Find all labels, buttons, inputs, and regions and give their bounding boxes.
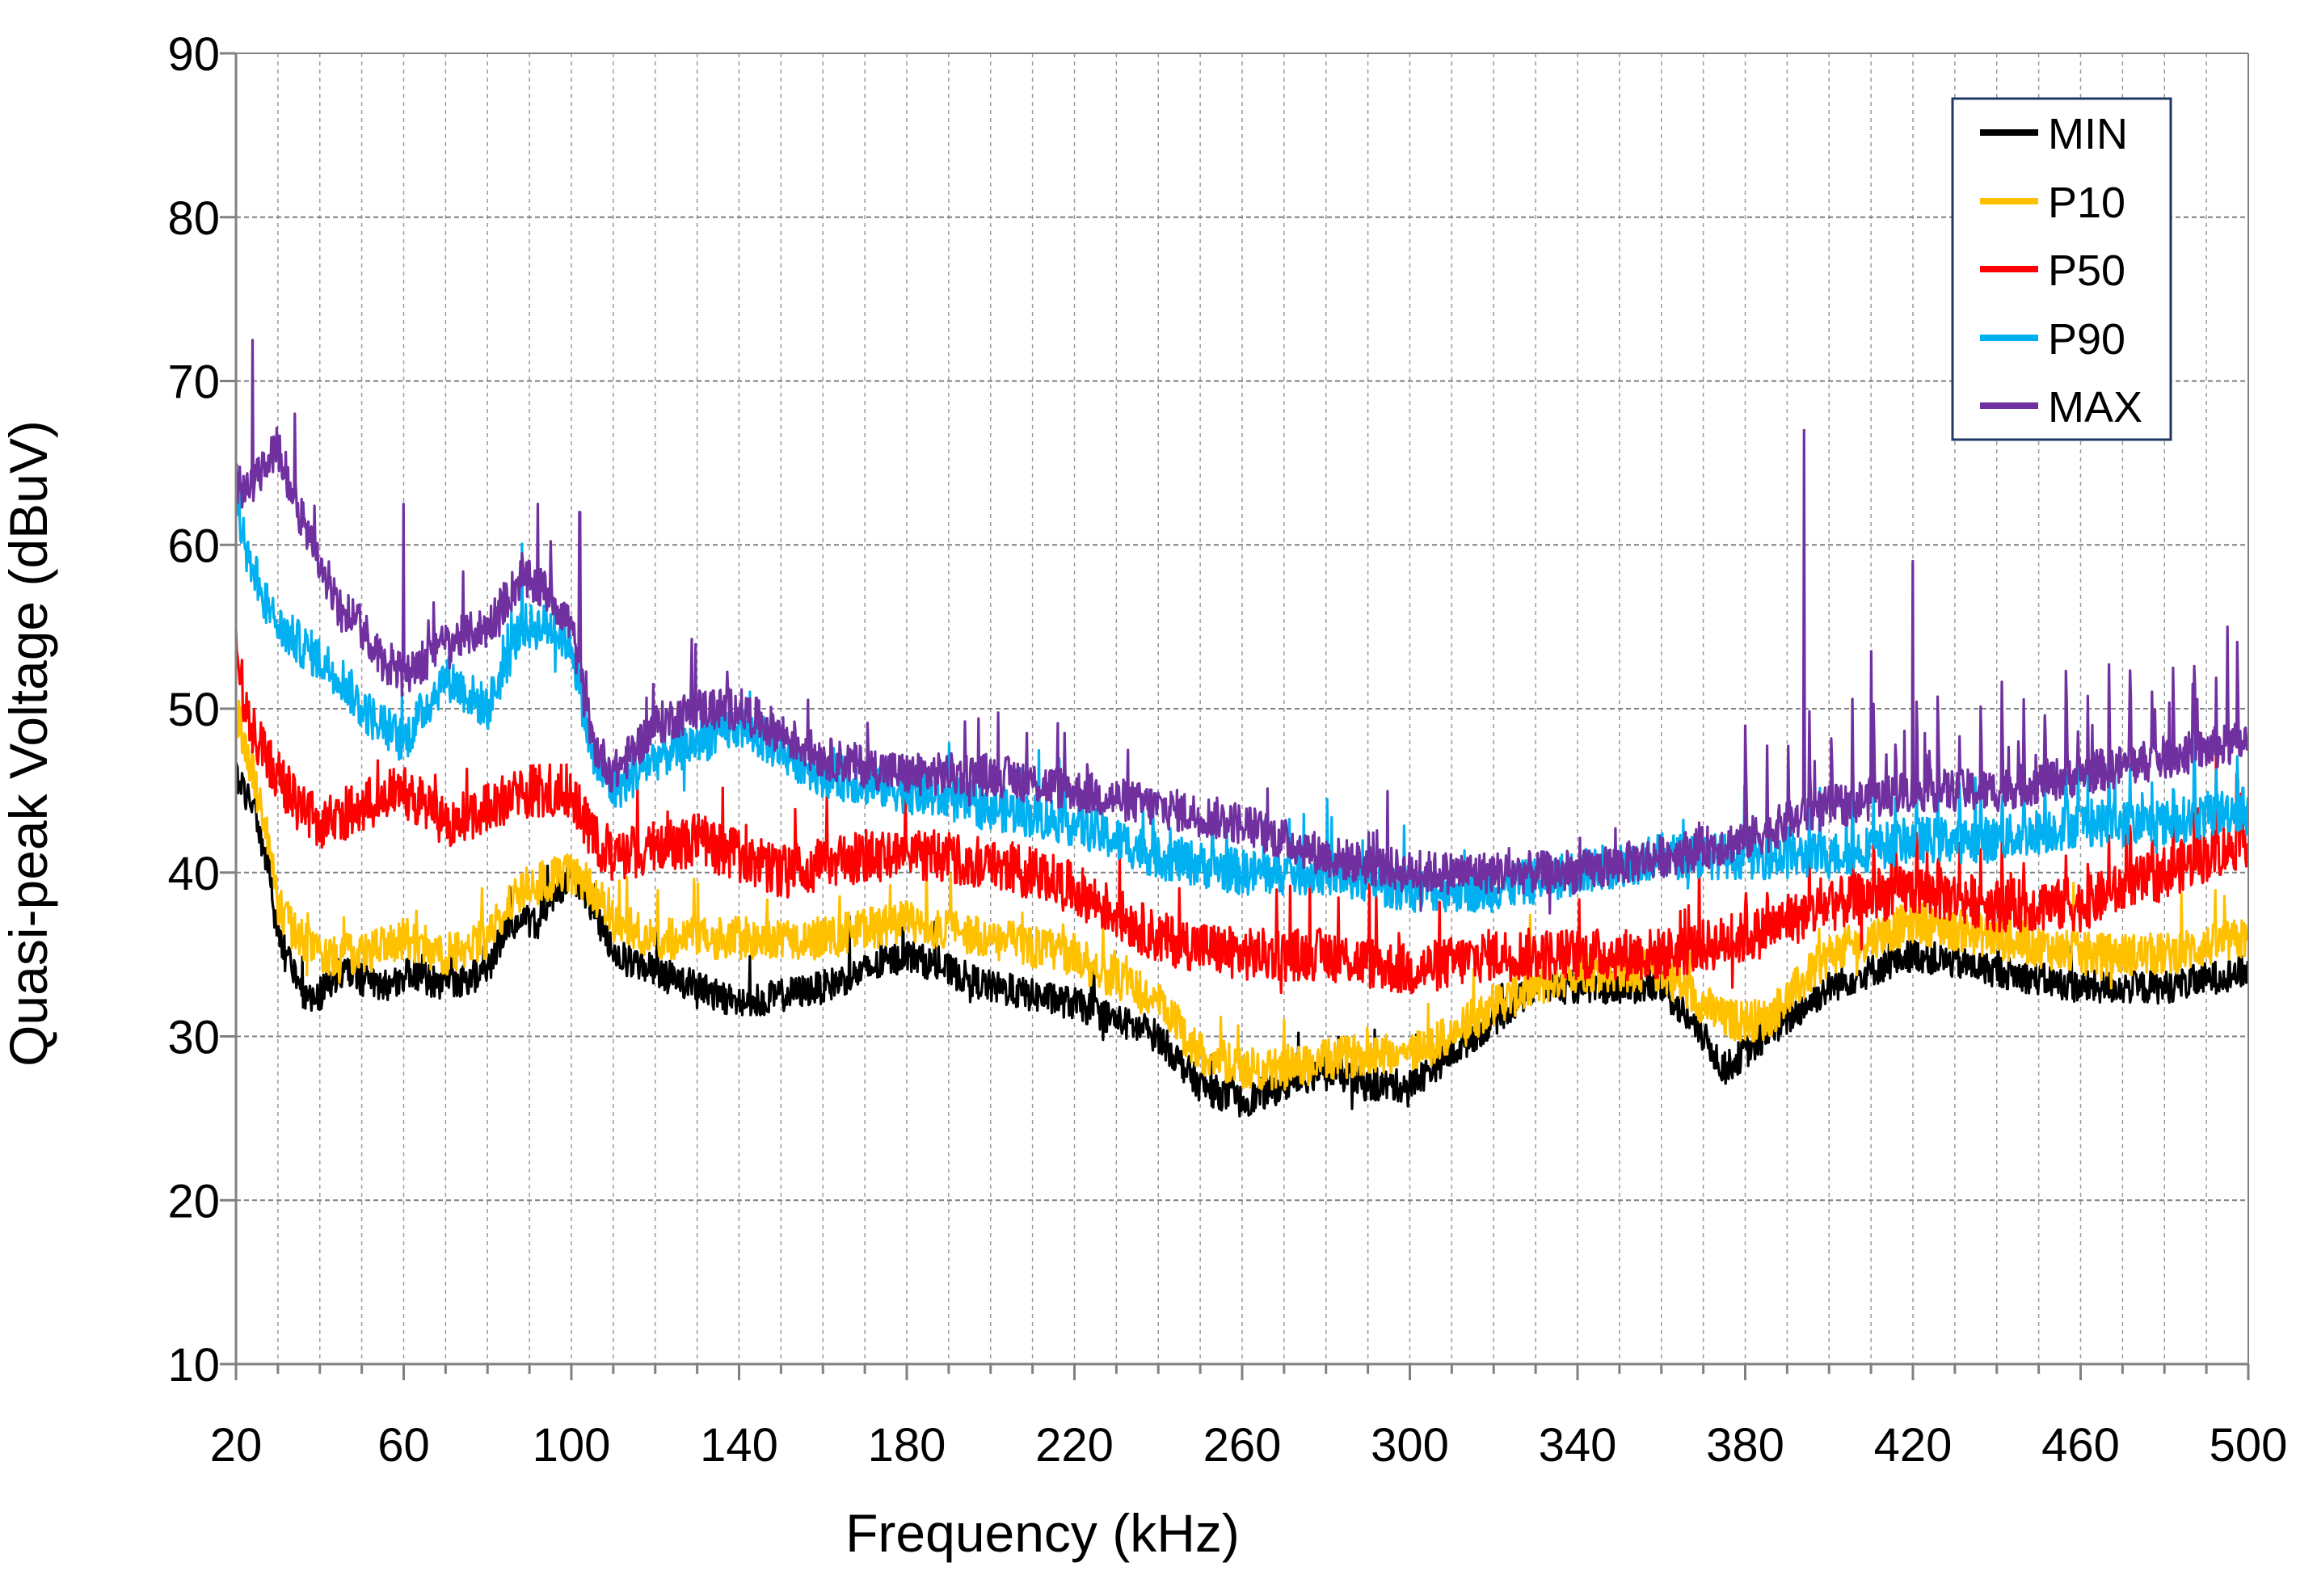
y-tick-labels: 10 20 30 40 50 60 70 80 90 — [167, 28, 220, 1392]
x-tick-labels: 20 60 100 140 180 220 260 300 340 380 420 460 500 — [210, 1419, 2288, 1472]
series-line-p10 — [234, 699, 2249, 1091]
legend-label-p90: P90 — [2048, 315, 2125, 364]
x-tick-label-260: 260 — [1203, 1419, 1282, 1472]
x-tick-label-340: 340 — [1539, 1419, 1617, 1472]
legend-item-p90: P90 — [1980, 315, 2125, 364]
axes — [220, 52, 2250, 1380]
legend-label-p50: P50 — [2048, 246, 2125, 295]
legend-label-min: MIN — [2048, 110, 2128, 158]
x-tick-label-60: 60 — [377, 1419, 430, 1472]
y-tick-label-40: 40 — [167, 848, 220, 900]
y-tick-label-70: 70 — [167, 356, 220, 409]
y-tick-label-10: 10 — [167, 1339, 220, 1392]
legend-item-p10: P10 — [1980, 179, 2125, 227]
y-tick-label-90: 90 — [167, 28, 220, 81]
y-tick-label-50: 50 — [167, 684, 220, 736]
x-tick-label-140: 140 — [700, 1419, 778, 1472]
series-line-p50 — [234, 629, 2249, 995]
y-tick-label-30: 30 — [167, 1012, 220, 1064]
x-tick-label-380: 380 — [1706, 1419, 1784, 1472]
legend: MIN P10 P50 P90 MAX — [1951, 97, 2172, 441]
series-line-p90 — [234, 472, 2249, 913]
series-lines — [234, 339, 2249, 1118]
series-line-max — [234, 339, 2249, 915]
legend-label-p10: P10 — [2048, 179, 2125, 227]
x-tick-label-180: 180 — [868, 1419, 946, 1472]
x-tick-label-20: 20 — [210, 1419, 263, 1472]
legend-item-max: MAX — [1980, 383, 2142, 432]
legend-item-min: MIN — [1980, 110, 2128, 158]
x-tick-label-100: 100 — [533, 1419, 611, 1472]
y-axis-title: Quasi-peak Voltage (dBuV) — [0, 420, 58, 1067]
x-tick-label-300: 300 — [1371, 1419, 1449, 1472]
y-tick-label-60: 60 — [167, 520, 220, 572]
legend-label-max: MAX — [2048, 383, 2142, 432]
x-tick-label-220: 220 — [1035, 1419, 1114, 1472]
y-tick-label-80: 80 — [167, 192, 220, 245]
x-axis-title: Frequency (kHz) — [845, 1503, 1240, 1563]
legend-item-p50: P50 — [1980, 246, 2125, 295]
x-tick-label-500: 500 — [2210, 1419, 2288, 1472]
x-tick-label-420: 420 — [1874, 1419, 1953, 1472]
x-tick-label-460: 460 — [2041, 1419, 2120, 1472]
y-tick-label-20: 20 — [167, 1175, 220, 1228]
